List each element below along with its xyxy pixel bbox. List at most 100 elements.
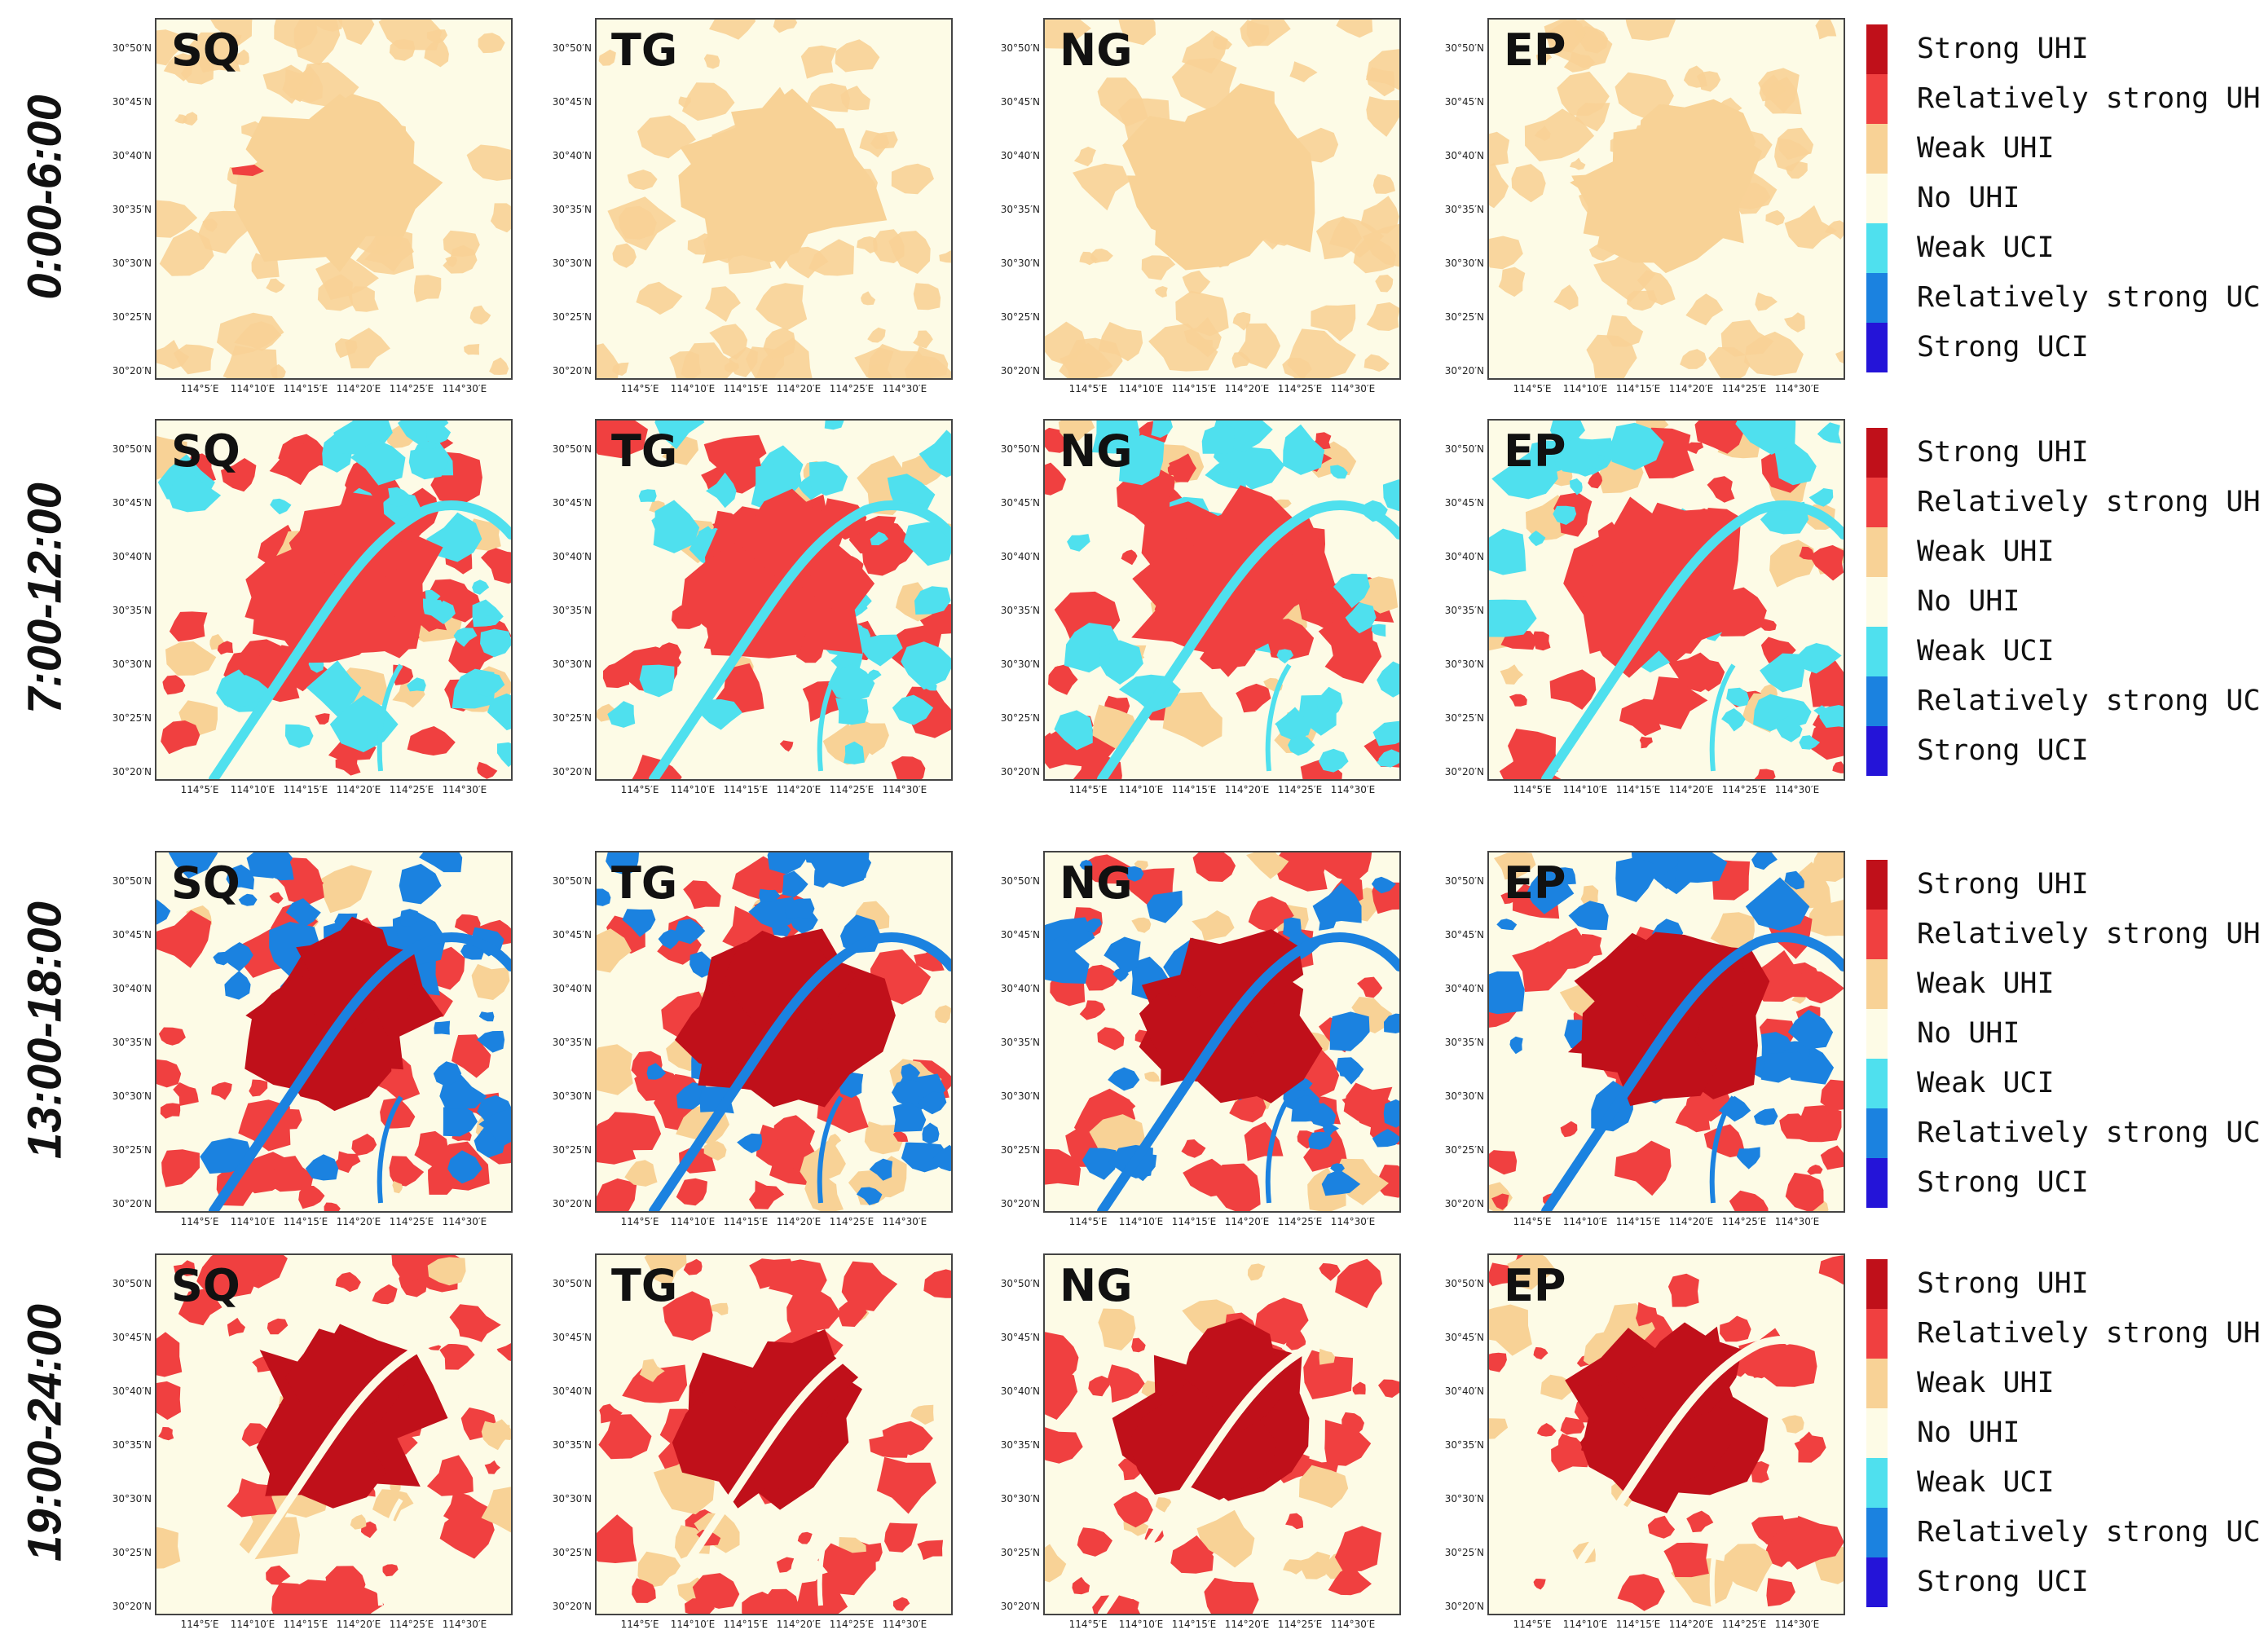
y-tick-label: 30°40′N (1444, 1385, 1484, 1397)
uhi-map-panel: SQ (155, 851, 513, 1213)
y-tick-label: 30°20′N (1444, 365, 1484, 377)
uhi-field (156, 421, 511, 779)
y-tick-label: 30°30′N (552, 1090, 592, 1102)
scenario-label: NG (1060, 24, 1133, 76)
y-tick-label: 30°30′N (1000, 258, 1040, 269)
x-tick-label: 114°15′E (1615, 1619, 1661, 1630)
y-tick-label: 30°40′N (552, 1385, 592, 1397)
x-tick-label: 114°25′E (389, 1619, 434, 1630)
x-tick-label: 114°10′E (1562, 383, 1608, 394)
x-tick-label: 114°30′E (882, 1619, 927, 1630)
y-tick-label: 30°20′N (112, 365, 152, 377)
x-tick-label: 114°20′E (336, 1216, 381, 1227)
y-tick-label: 30°30′N (112, 258, 152, 269)
x-tick-label: 114°30′E (1774, 784, 1820, 795)
uhi-field (1489, 20, 1844, 378)
x-tick-label: 114°25′E (1721, 1216, 1767, 1227)
y-tick-label: 30°40′N (1444, 983, 1484, 994)
scenario-label: EP (1504, 425, 1566, 477)
x-tick-label: 114°20′E (1668, 383, 1714, 394)
scenario-label: TG (611, 425, 678, 477)
y-tick-label: 30°30′N (1444, 258, 1484, 269)
scenario-label: EP (1504, 24, 1566, 76)
x-tick-label: 114°15′E (723, 1619, 769, 1630)
y-tick-label: 30°25′N (552, 1144, 592, 1156)
legend-label: Weak UCI (1917, 1466, 2055, 1499)
y-tick-label: 30°45′N (1444, 96, 1484, 108)
x-tick-label: 114°5′E (180, 383, 219, 394)
y-tick-label: 30°50′N (112, 1278, 152, 1289)
x-tick-label: 114°30′E (1774, 1619, 1820, 1630)
y-tick-label: 30°25′N (1000, 712, 1040, 724)
x-tick-label: 114°30′E (1774, 383, 1820, 394)
legend-swatch (1866, 428, 1888, 478)
y-tick-label: 30°45′N (112, 96, 152, 108)
legend-swatch (1866, 1009, 1888, 1059)
y-tick-label: 30°35′N (112, 204, 152, 215)
x-tick-label: 114°15′E (1615, 1216, 1661, 1227)
uhi-map-panel: EP (1487, 419, 1845, 781)
y-tick-label: 30°20′N (552, 1198, 592, 1209)
x-tick-label: 114°20′E (776, 1216, 822, 1227)
scenario-label: NG (1060, 1260, 1133, 1311)
legend-label: Relatively strong UCI (1917, 685, 2260, 717)
x-tick-label: 114°25′E (389, 1216, 434, 1227)
x-tick-label: 114°25′E (829, 383, 874, 394)
x-tick-label: 114°10′E (1118, 1619, 1164, 1630)
x-tick-label: 114°5′E (620, 784, 659, 795)
x-tick-label: 114°10′E (670, 1216, 716, 1227)
scenario-label: NG (1060, 425, 1133, 477)
y-tick-label: 30°30′N (1000, 1493, 1040, 1504)
legend-label: Relatively strong UCI (1917, 1516, 2260, 1548)
y-tick-label: 30°30′N (112, 659, 152, 670)
y-tick-label: 30°20′N (112, 1198, 152, 1209)
y-tick-label: 30°30′N (552, 1493, 592, 1504)
legend-swatch (1866, 676, 1888, 726)
uhi-legend: Strong UHI Relatively strong UHI Weak UHI N… (1866, 1259, 2260, 1610)
y-tick-label: 30°20′N (112, 1601, 152, 1612)
x-tick-label: 114°25′E (1277, 1619, 1323, 1630)
legend-label: Weak UHI (1917, 1367, 2055, 1399)
y-tick-label: 30°50′N (1000, 42, 1040, 54)
y-tick-label: 30°35′N (1444, 204, 1484, 215)
legend-swatch (1866, 273, 1888, 323)
y-tick-label: 30°20′N (1444, 1198, 1484, 1209)
x-tick-label: 114°20′E (1224, 784, 1270, 795)
scenario-label: EP (1504, 857, 1566, 909)
legend-label: Strong UHI (1917, 868, 2089, 901)
x-tick-label: 114°25′E (389, 784, 434, 795)
uhi-field (1045, 1258, 1399, 1614)
period-label: 7:00-12:00 (18, 482, 72, 714)
y-tick-label: 30°45′N (1444, 1332, 1484, 1343)
y-tick-label: 30°35′N (1000, 1037, 1040, 1048)
legend-label: Weak UHI (1917, 132, 2055, 165)
legend-label: Relatively strong UHI (1917, 918, 2260, 950)
y-tick-label: 30°30′N (1000, 659, 1040, 670)
x-tick-label: 114°25′E (829, 1216, 874, 1227)
x-tick-label: 114°15′E (1615, 383, 1661, 394)
y-tick-label: 30°35′N (1000, 605, 1040, 616)
legend-label: Weak UHI (1917, 535, 2055, 568)
x-tick-label: 114°5′E (1068, 1619, 1108, 1630)
x-tick-label: 114°15′E (283, 1619, 328, 1630)
x-tick-label: 114°30′E (882, 1216, 927, 1227)
y-tick-label: 30°45′N (552, 929, 592, 941)
y-tick-label: 30°20′N (552, 1601, 592, 1612)
legend-swatch (1866, 726, 1888, 776)
x-tick-label: 114°10′E (1562, 1619, 1608, 1630)
uhi-map-panel: EP (1487, 1253, 1845, 1615)
legend-swatch (1866, 527, 1888, 577)
uhi-field (597, 1255, 951, 1614)
uhi-map-panel: SQ (155, 18, 513, 380)
y-tick-label: 30°40′N (1000, 150, 1040, 161)
legend-label: Strong UCI (1917, 734, 2089, 767)
y-tick-label: 30°25′N (1000, 1547, 1040, 1558)
legend-swatch (1866, 910, 1888, 959)
y-tick-label: 30°40′N (112, 150, 152, 161)
period-label: 19:00-24:00 (18, 1304, 72, 1562)
legend-swatch (1866, 24, 1888, 74)
uhi-map-panel: NG (1043, 851, 1401, 1213)
uhi-field (1489, 852, 1844, 1211)
x-tick-label: 114°5′E (1513, 784, 1552, 795)
period-label: 0:00-6:00 (18, 95, 72, 300)
